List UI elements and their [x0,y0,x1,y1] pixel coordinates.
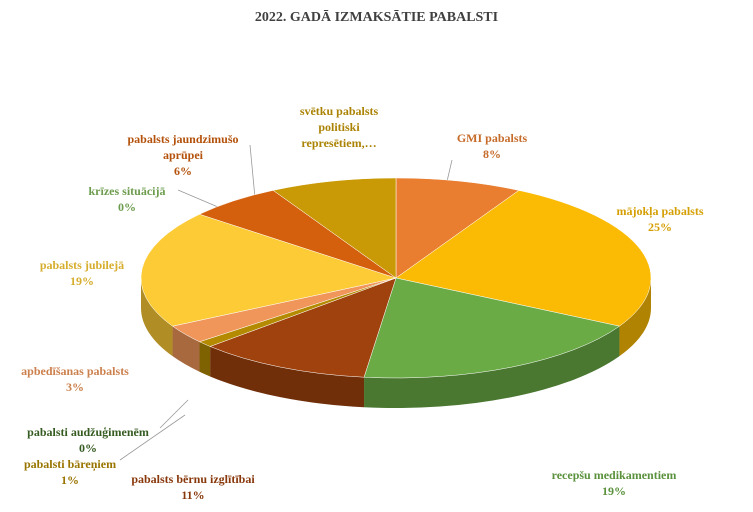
value-label: 0% [79,441,97,455]
value-label: 19% [602,484,626,498]
data-label: pabalsts jaundzimušo aprūpei 6% [108,131,258,179]
value-label: 3% [66,380,84,394]
value-label: 0% [118,200,136,214]
value-label: 6% [174,164,192,178]
data-label: svētku pabalsts politiski represētiem,… [284,103,394,151]
category-label: mājokļa pabalsts [616,204,704,218]
leader-line [119,414,186,461]
pie-slice-side [141,278,173,357]
category-label: pabalsts jubilejā [39,258,125,272]
category-label: pabalsti bāreņiem [23,457,117,471]
value-label: 19% [70,274,94,288]
data-label: GMI pabalsts 8% [432,130,552,162]
category-label: apbedīšanas pabalsts [21,364,129,378]
value-label: 25% [648,220,672,234]
pie-slice [395,190,652,327]
pie-slice [140,213,397,327]
pie-slice-side [172,326,200,372]
pie-slice [209,277,397,378]
data-label: mājokļa pabalsts 25% [600,203,720,235]
pie-slice [272,177,397,279]
category-label: pabalsts bērnu izglītībai [131,472,255,486]
data-label: pabalsti bāreņiem 1% [10,456,130,488]
pie-slice [363,277,621,379]
leader-line [249,144,256,199]
pie-slice-side [619,278,651,357]
category-label: krīzes situācijā [88,184,166,198]
category-label: pabalsts jaundzimušo aprūpei [127,132,239,162]
category-label: svētku pabalsts politiski represētiem,… [299,104,379,150]
value-label: 1% [61,473,79,487]
pie-slice [395,177,520,279]
data-label: pabalsti audžuģimenēm 0% [8,424,168,456]
pie-slice-side [199,341,211,377]
chart-title: 2022. GADĀ IZMAKSĀTIE PABALSTI [254,10,499,25]
value-label: 8% [483,147,501,161]
category-label: GMI pabalsts [456,131,528,145]
category-label: recepšu medikamentiem [551,468,677,482]
pie-slice-side [364,326,620,408]
data-label: apbedīšanas pabalsts 3% [5,363,145,395]
value-label: 11% [181,488,205,502]
pie-slice-side [210,346,365,408]
category-label: pabalsti audžuģimenēm [27,425,149,439]
data-label: recepšu medikamentiem 19% [534,467,694,499]
leader-line [159,399,189,429]
data-label: pabalsts jubilejā 19% [17,257,147,289]
data-label: pabalsts bērnu izglītībai 11% [113,471,273,503]
data-label: krīzes situācijā 0% [67,183,187,215]
